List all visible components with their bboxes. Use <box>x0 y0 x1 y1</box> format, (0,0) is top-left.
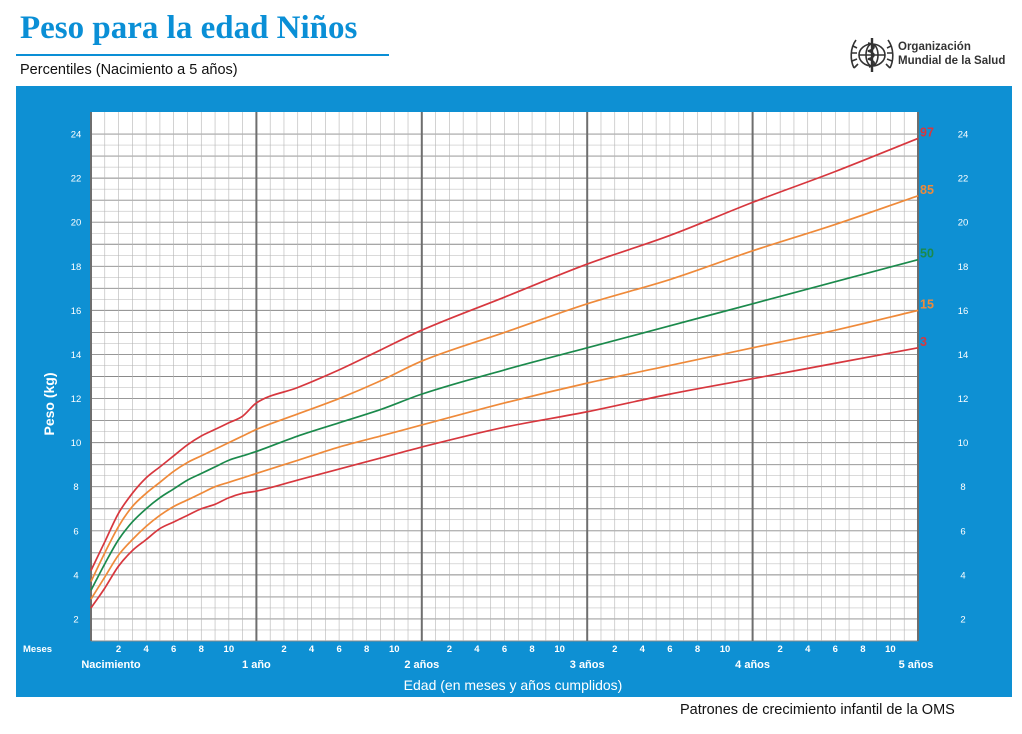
y-tick-label-left: 24 <box>71 130 82 141</box>
percentile-label-85: 85 <box>920 183 934 197</box>
x-month-label: 2 <box>281 644 286 655</box>
org-name-line-1: Organización <box>898 41 971 53</box>
y-tick-label-left: 10 <box>71 438 82 449</box>
percentile-label-50: 50 <box>920 247 934 261</box>
y-tick-label-left: 16 <box>71 306 82 317</box>
percentile-curve-50 <box>90 258 919 591</box>
y-tick-label-left: 2 <box>73 614 78 625</box>
x-month-label: 4 <box>309 644 315 655</box>
x-month-label: 10 <box>720 644 731 655</box>
x-month-label: 8 <box>860 644 865 655</box>
x-month-label: 10 <box>554 644 565 655</box>
who-emblem-icon <box>850 38 894 72</box>
y-tick-label-left: 14 <box>71 350 82 361</box>
page-subtitle: Percentiles (Nacimiento a 5 años) <box>20 62 238 78</box>
org-name-line-2: Mundial de la Salud <box>898 55 1006 67</box>
y-axis-label: Peso (kg) <box>41 372 57 435</box>
y-tick-label-right: 8 <box>960 482 965 493</box>
x-month-label: 4 <box>474 644 480 655</box>
y-tick-label-right: 18 <box>958 262 969 273</box>
y-tick-label-left: 12 <box>71 394 82 405</box>
x-month-label: 6 <box>336 644 341 655</box>
x-month-label: 2 <box>612 644 617 655</box>
percentile-curve-85 <box>90 194 919 582</box>
y-tick-label-right: 10 <box>958 438 969 449</box>
x-month-label: 10 <box>885 644 896 655</box>
percentile-labels: 3 15 50 85 97 <box>920 125 934 348</box>
x-month-label: 8 <box>364 644 369 655</box>
x-month-label: 8 <box>529 644 534 655</box>
x-axis-label: Edad (en meses y años cumplidos) <box>404 677 623 693</box>
x-month-label: 10 <box>389 644 400 655</box>
x-year-label: 4 años <box>735 659 770 671</box>
x-tick-labels: 2 4 6 8 10 2 4 6 8 10 2 4 6 8 10 2 4 6 8 10 2 4 6 8 10 Nacimiento… <box>81 644 933 671</box>
y-tick-label-right: 24 <box>958 130 969 141</box>
title-underline <box>16 54 389 56</box>
x-month-label: 2 <box>447 644 452 655</box>
x-month-label: 4 <box>805 644 811 655</box>
x-month-label: 4 <box>143 644 149 655</box>
percentile-label-15: 15 <box>920 297 934 311</box>
y-tick-label-right: 4 <box>960 570 965 581</box>
x-year-label: 3 años <box>570 659 605 671</box>
percentile-curve-3 <box>90 347 919 609</box>
y-tick-label-left: 6 <box>73 526 78 537</box>
x-year-label: Nacimiento <box>81 659 141 671</box>
y-tick-label-left: 4 <box>73 570 78 581</box>
x-month-label: 6 <box>833 644 838 655</box>
x-month-label: 6 <box>502 644 507 655</box>
y-tick-label-right: 6 <box>960 526 965 537</box>
percentile-curve-97 <box>90 137 919 571</box>
grid <box>90 112 919 642</box>
chart-panel: 2 2 4 4 6 6 8 8 10 10 12 12 14 14 16 16 18 18 20 20 22 22 24 24… <box>16 86 1012 697</box>
y-tick-label-left: 8 <box>73 482 78 493</box>
percentile-label-97: 97 <box>920 125 934 139</box>
percentile-curves <box>90 137 919 609</box>
x-month-label: 10 <box>224 644 235 655</box>
x-year-label: 1 año <box>242 659 271 671</box>
x-month-label: 8 <box>199 644 204 655</box>
x-month-label: 2 <box>116 644 121 655</box>
months-label: Meses <box>23 644 52 655</box>
x-year-label: 5 años <box>899 659 934 671</box>
y-tick-label-right: 2 <box>960 614 965 625</box>
page-title: Peso para la edad Niños <box>20 10 358 46</box>
who-name: Organización Mundial de la Salud <box>898 40 1005 68</box>
source-note: Patrones de crecimiento infantil de la O… <box>680 702 955 718</box>
x-month-label: 6 <box>171 644 176 655</box>
y-tick-label-right: 22 <box>958 174 969 185</box>
y-tick-label-left: 18 <box>71 262 82 273</box>
x-year-label: 2 años <box>404 659 439 671</box>
y-tick-label-right: 12 <box>958 394 969 405</box>
y-tick-label-right: 16 <box>958 306 969 317</box>
percentile-label-3: 3 <box>920 335 927 349</box>
x-month-label: 6 <box>667 644 672 655</box>
x-month-label: 8 <box>695 644 700 655</box>
x-month-label: 4 <box>640 644 646 655</box>
x-month-label: 2 <box>778 644 783 655</box>
y-tick-label-left: 20 <box>71 218 82 229</box>
percentile-curve-15 <box>90 309 919 600</box>
y-tick-label-right: 20 <box>958 218 969 229</box>
y-tick-label-right: 14 <box>958 350 969 361</box>
y-tick-label-left: 22 <box>71 174 82 185</box>
